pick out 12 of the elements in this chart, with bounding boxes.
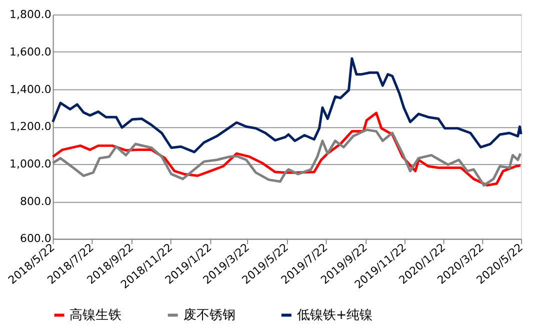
line-series <box>52 112 522 187</box>
y-tick-label: 600.0 <box>20 232 52 246</box>
line-series <box>52 57 522 154</box>
legend-label: 废不锈钢 <box>183 308 236 324</box>
legend-label: 低镍铁+纯镍 <box>296 308 373 324</box>
y-tick-label: 800.0 <box>20 194 52 208</box>
y-tick-label: 1,000.0 <box>10 157 52 170</box>
y-tick-label: 1,200.0 <box>10 120 52 134</box>
legend-label: 高镍生铁 <box>70 307 122 324</box>
y-tick-label: 1,600.0 <box>10 45 52 58</box>
y-tick-label: 1,400.0 <box>10 82 52 96</box>
y-tick-label: 1,800.0 <box>10 8 52 22</box>
